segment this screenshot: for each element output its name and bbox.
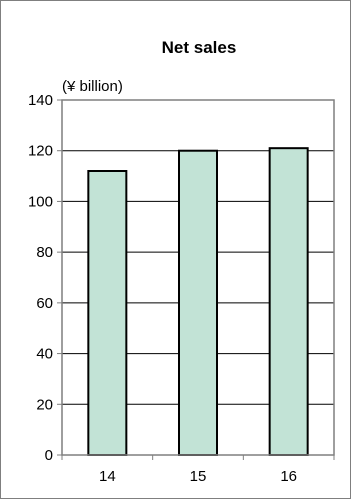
x-tick-label: 15 — [190, 468, 207, 485]
y-tick-label: 140 — [28, 92, 53, 109]
y-tick-label: 60 — [36, 295, 53, 312]
y-tick-label: 40 — [36, 346, 53, 363]
bar-15 — [178, 149, 218, 456]
chart-title: Net sales — [162, 38, 237, 57]
y-tick-label: 0 — [45, 447, 53, 464]
axes — [57, 99, 335, 460]
x-tick-labels: 14 15 16 — [99, 468, 297, 485]
x-tick-label: 14 — [99, 468, 116, 485]
y-tick-label: 20 — [36, 396, 53, 413]
y-tick-label: 80 — [36, 244, 53, 261]
bar-16 — [268, 147, 309, 457]
y-tick-label: 100 — [28, 193, 53, 210]
x-tick-label: 16 — [280, 468, 297, 485]
y-tick-labels: 0 20 40 60 80 100 120 140 — [28, 92, 53, 464]
bar-14 — [87, 170, 128, 456]
y-tick-label: 120 — [28, 143, 53, 160]
plot-area-border — [61, 99, 335, 456]
bars — [87, 147, 309, 457]
y-axis-unit-label: (¥ billion) — [62, 78, 123, 95]
